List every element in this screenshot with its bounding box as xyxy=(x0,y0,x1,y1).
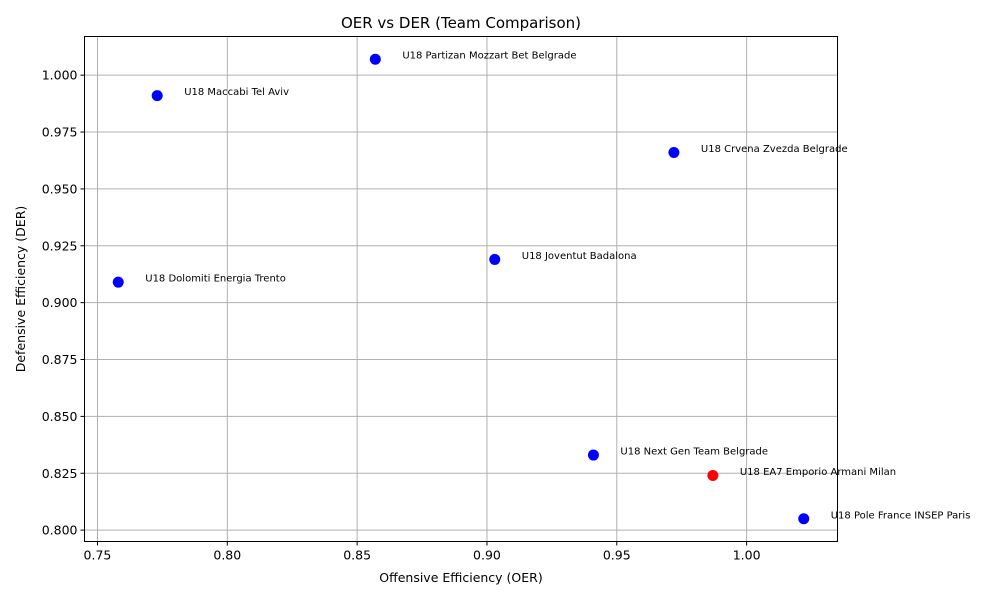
x-tick-label: 0.90 xyxy=(473,548,501,563)
plot-frame xyxy=(84,36,838,542)
data-point xyxy=(668,147,680,159)
data-point xyxy=(112,276,124,288)
y-tick-label: 0.850 xyxy=(42,409,78,424)
x-tick-label: 0.75 xyxy=(84,548,112,563)
data-point-label: U18 Maccabi Tel Aviv xyxy=(184,87,289,98)
x-tick-label: 0.85 xyxy=(343,548,371,563)
axis-ticks: 0.75 0.80 0.85 0.90 0.95 1.00 0.800 0.825 0.850 0… xyxy=(42,68,761,563)
chart-title: OER vs DER (Team Comparison) xyxy=(341,14,581,32)
x-tick-label: 1.00 xyxy=(733,548,761,563)
data-point xyxy=(489,253,501,265)
y-tick-label: 0.975 xyxy=(42,125,78,140)
x-axis-label: Offensive Efficiency (OER) xyxy=(379,570,542,585)
data-point-label: U18 Joventut Badalona xyxy=(522,251,637,262)
data-point-label: U18 Pole France INSEP Paris xyxy=(831,510,971,521)
x-tick-label: 0.80 xyxy=(213,548,241,563)
data-point xyxy=(798,513,810,525)
data-point-label: U18 Dolomiti Energia Trento xyxy=(145,274,286,285)
data-points: U18 Partizan Mozzart Bet Belgrade U18 Mac… xyxy=(112,51,971,525)
data-point xyxy=(587,449,599,461)
grid xyxy=(84,36,838,542)
y-axis-label: Defensive Efficiency (DER) xyxy=(13,206,28,373)
y-tick-label: 0.875 xyxy=(42,352,78,367)
data-point-label: U18 EA7 Emporio Armani Milan xyxy=(740,467,896,478)
y-tick-label: 0.925 xyxy=(42,238,78,253)
y-tick-label: 0.900 xyxy=(42,295,78,310)
data-point-label: U18 Crvena Zvezda Belgrade xyxy=(701,144,848,155)
y-tick-label: 0.825 xyxy=(42,466,78,481)
y-tick-label: 0.800 xyxy=(42,523,78,538)
data-point-label: U18 Partizan Mozzart Bet Belgrade xyxy=(402,51,576,62)
data-point xyxy=(707,470,719,482)
data-point xyxy=(369,53,381,65)
y-tick-label: 0.950 xyxy=(42,181,78,196)
y-tick-label: 1.000 xyxy=(42,68,78,83)
x-tick-label: 0.95 xyxy=(603,548,631,563)
data-point-label: U18 Next Gen Team Belgrade xyxy=(620,447,768,458)
data-point xyxy=(151,90,163,102)
